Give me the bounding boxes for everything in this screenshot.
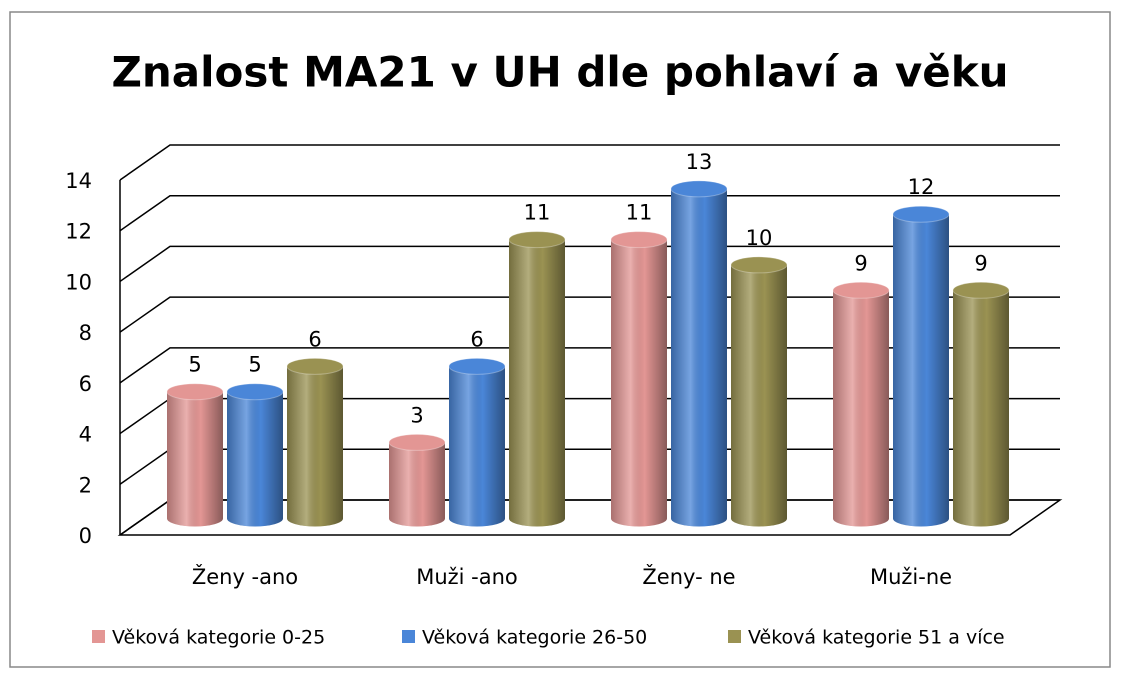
data-label: 3	[410, 403, 423, 427]
y-tick-label: 2	[79, 473, 92, 497]
bar-top	[286, 357, 344, 375]
data-label: 6	[470, 327, 483, 351]
legend-label: Věková kategorie 51 a více	[748, 627, 1005, 649]
bar-shade	[287, 366, 343, 527]
bar-top	[670, 180, 728, 198]
bar-top	[166, 383, 224, 401]
bar-top	[832, 281, 890, 299]
x-tick-label: Ženy- ne	[642, 564, 735, 589]
grid-line	[119, 144, 1060, 181]
x-tick-label: Muži -ano	[416, 565, 518, 589]
y-tick-label: 6	[79, 372, 92, 396]
legend-swatch	[402, 630, 415, 643]
bar-top	[730, 256, 788, 274]
bar-top	[388, 433, 446, 451]
data-label: 12	[908, 175, 935, 199]
bar-top	[226, 383, 284, 401]
y-tick-label: 14	[65, 169, 92, 193]
bar-shade	[449, 366, 505, 527]
data-label: 9	[974, 251, 987, 275]
bar-top	[448, 357, 506, 375]
y-tick-label: 12	[65, 220, 92, 244]
data-label: 10	[746, 226, 773, 250]
data-label: 9	[854, 251, 867, 275]
y-tick-label: 0	[79, 524, 92, 548]
bar-top	[892, 205, 950, 223]
x-tick-label: Muži-ne	[870, 565, 952, 589]
chart-title: Znalost MA21 v UH dle pohlaví a věku	[111, 48, 1008, 97]
legend-label: Věková kategorie 26-50	[422, 627, 647, 649]
y-tick-label: 4	[79, 423, 92, 447]
bar-top	[952, 281, 1010, 299]
bar-shade	[731, 264, 787, 527]
legend-swatch	[92, 630, 105, 643]
bar-shade	[671, 188, 727, 527]
grid-line	[119, 194, 1060, 232]
bar-top	[508, 231, 566, 249]
bar-shade	[509, 239, 565, 527]
legend-label: Věková kategorie 0-25	[112, 627, 325, 649]
bar-shade	[611, 239, 667, 527]
data-label: 13	[686, 150, 713, 174]
bar-shade	[953, 290, 1009, 527]
data-label: 11	[626, 201, 653, 225]
data-label: 11	[524, 201, 551, 225]
bar-shade	[167, 391, 223, 527]
legend-swatch	[728, 630, 741, 643]
y-tick-label: 8	[79, 321, 92, 345]
bar-shade	[833, 290, 889, 527]
bar-shade	[227, 391, 283, 527]
bar-top	[610, 231, 668, 249]
data-label: 5	[248, 353, 261, 377]
y-tick-label: 10	[65, 270, 92, 294]
bar-shade	[389, 442, 445, 527]
bar-shade	[893, 214, 950, 527]
x-tick-label: Ženy -ano	[192, 564, 298, 589]
grid-line	[119, 245, 1060, 283]
data-label: 5	[188, 353, 201, 377]
data-label: 6	[308, 327, 321, 351]
